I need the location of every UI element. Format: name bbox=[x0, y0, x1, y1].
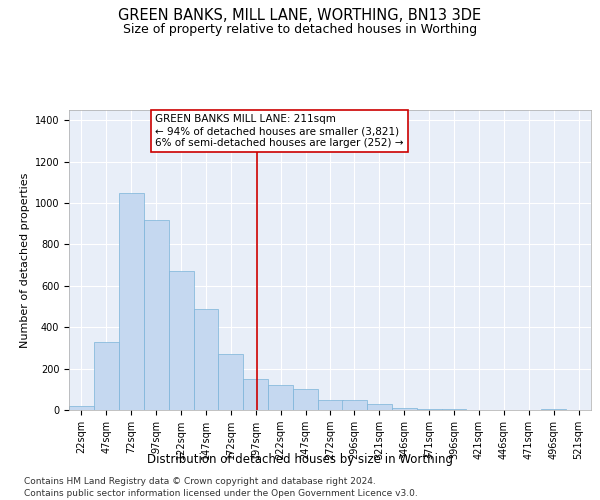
Y-axis label: Number of detached properties: Number of detached properties bbox=[20, 172, 31, 348]
Bar bbox=[69, 406, 94, 410]
Text: Contains HM Land Registry data © Crown copyright and database right 2024.: Contains HM Land Registry data © Crown c… bbox=[24, 478, 376, 486]
Bar bbox=[119, 193, 144, 410]
Bar bbox=[268, 385, 293, 410]
Bar bbox=[169, 272, 194, 410]
Bar bbox=[194, 308, 218, 410]
Text: Distribution of detached houses by size in Worthing: Distribution of detached houses by size … bbox=[147, 452, 453, 466]
Bar bbox=[293, 390, 318, 410]
Bar bbox=[218, 354, 244, 410]
Bar bbox=[318, 400, 343, 410]
Bar bbox=[442, 409, 466, 410]
Bar bbox=[367, 404, 392, 410]
Bar bbox=[392, 408, 416, 410]
Text: Contains public sector information licensed under the Open Government Licence v3: Contains public sector information licen… bbox=[24, 489, 418, 498]
Bar bbox=[244, 379, 268, 410]
Bar bbox=[342, 400, 367, 410]
Bar bbox=[94, 342, 119, 410]
Text: Size of property relative to detached houses in Worthing: Size of property relative to detached ho… bbox=[123, 22, 477, 36]
Bar bbox=[144, 220, 169, 410]
Text: GREEN BANKS, MILL LANE, WORTHING, BN13 3DE: GREEN BANKS, MILL LANE, WORTHING, BN13 3… bbox=[118, 8, 482, 22]
Text: GREEN BANKS MILL LANE: 211sqm
← 94% of detached houses are smaller (3,821)
6% of: GREEN BANKS MILL LANE: 211sqm ← 94% of d… bbox=[155, 114, 404, 148]
